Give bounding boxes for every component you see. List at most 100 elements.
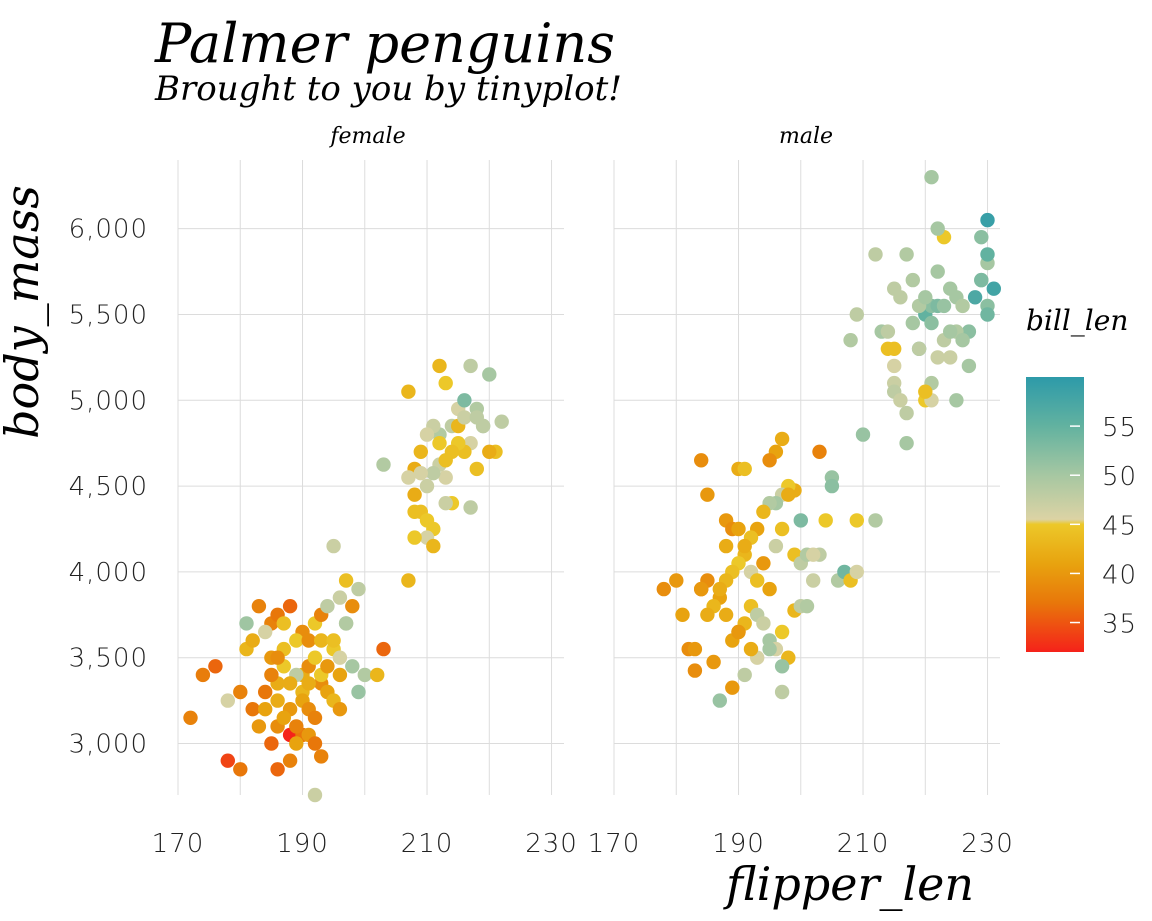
data-point bbox=[824, 478, 840, 494]
data-point bbox=[756, 556, 771, 571]
data-point bbox=[438, 453, 453, 468]
data-point bbox=[669, 573, 684, 588]
data-point bbox=[955, 333, 970, 348]
data-point bbox=[700, 607, 715, 622]
data-point bbox=[799, 599, 815, 614]
legend-tick-label: 35 bbox=[1102, 610, 1137, 640]
data-point bbox=[930, 221, 945, 236]
x-tick-label: 190 bbox=[712, 829, 765, 859]
data-point bbox=[463, 500, 478, 515]
data-point bbox=[289, 633, 304, 648]
data-point bbox=[718, 538, 734, 554]
facet-label-female: female bbox=[328, 124, 405, 149]
data-point bbox=[936, 298, 952, 314]
data-point bbox=[781, 487, 796, 502]
data-point bbox=[183, 710, 198, 725]
data-point bbox=[793, 513, 808, 528]
data-point bbox=[750, 573, 765, 588]
data-point bbox=[843, 333, 858, 348]
data-point bbox=[357, 667, 372, 683]
data-point bbox=[338, 573, 354, 588]
y-tick-label: 3,000 bbox=[69, 730, 148, 760]
data-point bbox=[774, 431, 790, 447]
x-tick-label: 170 bbox=[152, 829, 205, 859]
data-point bbox=[251, 719, 267, 734]
x-tick-label: 170 bbox=[588, 829, 641, 859]
legend-tick-label: 40 bbox=[1102, 560, 1137, 590]
legend-tick-label: 55 bbox=[1102, 413, 1137, 443]
data-point bbox=[463, 358, 478, 374]
data-point bbox=[426, 466, 441, 481]
data-point bbox=[289, 719, 304, 734]
data-point bbox=[220, 753, 235, 768]
data-point bbox=[868, 513, 883, 528]
data-point bbox=[980, 307, 995, 322]
data-point bbox=[806, 573, 821, 588]
data-point bbox=[806, 547, 821, 562]
data-point bbox=[264, 667, 279, 683]
data-point bbox=[407, 530, 422, 545]
data-point bbox=[345, 599, 360, 614]
data-point bbox=[332, 702, 348, 717]
data-point bbox=[413, 466, 428, 481]
data-point bbox=[774, 521, 790, 537]
data-point bbox=[980, 212, 995, 228]
y-tick-label: 5,000 bbox=[69, 386, 148, 416]
data-point bbox=[233, 684, 248, 700]
y-tick-label: 4,000 bbox=[69, 558, 148, 588]
y-tick-label: 4,500 bbox=[69, 472, 148, 502]
data-point bbox=[245, 702, 260, 717]
data-point bbox=[768, 538, 784, 554]
data-point bbox=[687, 641, 703, 657]
data-point bbox=[855, 427, 871, 442]
data-point bbox=[264, 736, 279, 751]
data-point bbox=[332, 667, 348, 683]
data-point bbox=[282, 599, 298, 614]
data-point bbox=[401, 573, 416, 588]
data-point bbox=[239, 616, 254, 631]
data-point bbox=[401, 470, 416, 485]
data-point bbox=[712, 693, 727, 708]
y-tick-label: 5,500 bbox=[69, 300, 148, 330]
data-point bbox=[694, 581, 709, 597]
data-point bbox=[955, 298, 970, 314]
data-point bbox=[868, 247, 883, 262]
x-tick-label: 190 bbox=[276, 829, 329, 859]
y-tick-label: 3,500 bbox=[69, 644, 148, 674]
data-point bbox=[974, 272, 989, 288]
data-point bbox=[974, 230, 989, 245]
data-point bbox=[289, 736, 304, 751]
x-tick-label: 230 bbox=[525, 829, 578, 859]
data-point bbox=[457, 393, 472, 408]
data-point bbox=[475, 418, 491, 434]
data-point bbox=[687, 663, 703, 678]
data-point bbox=[432, 358, 447, 374]
data-point bbox=[270, 650, 285, 665]
data-point bbox=[880, 324, 896, 339]
data-point bbox=[301, 676, 316, 691]
data-point bbox=[924, 315, 939, 331]
data-point bbox=[712, 581, 727, 597]
data-point bbox=[700, 487, 715, 502]
data-point bbox=[986, 281, 1001, 296]
data-point bbox=[307, 787, 323, 803]
data-point bbox=[849, 307, 864, 322]
series-male bbox=[656, 170, 1001, 708]
data-point bbox=[282, 676, 298, 691]
data-point bbox=[905, 315, 920, 331]
data-point bbox=[376, 457, 391, 472]
data-point bbox=[818, 513, 833, 528]
data-point bbox=[282, 753, 298, 768]
data-point bbox=[849, 513, 864, 528]
data-point bbox=[270, 762, 285, 777]
data-point bbox=[737, 667, 752, 683]
data-point bbox=[307, 650, 323, 665]
data-point bbox=[276, 710, 291, 725]
data-point bbox=[438, 496, 453, 511]
data-point bbox=[762, 641, 777, 657]
data-point bbox=[911, 341, 927, 356]
data-point bbox=[413, 444, 428, 459]
data-point bbox=[731, 624, 746, 640]
data-point bbox=[731, 521, 746, 537]
data-point bbox=[370, 667, 385, 683]
